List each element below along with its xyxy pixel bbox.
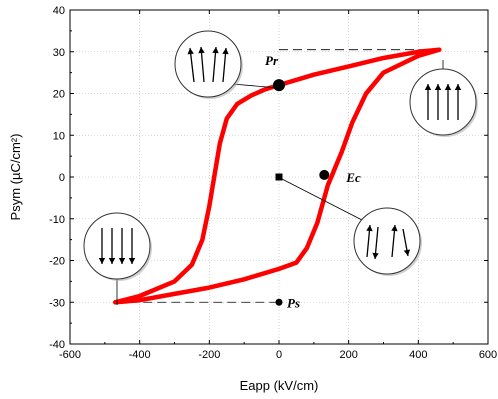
square-marker xyxy=(275,173,283,181)
y-tick-label: -40 xyxy=(49,339,65,351)
x-tick-label: -400 xyxy=(129,349,151,361)
dipole-arrowhead xyxy=(372,252,379,259)
dipole-arrowhead xyxy=(98,258,106,264)
dipole-arrowhead xyxy=(108,258,116,264)
annotations: Pr Ec Ps xyxy=(265,53,361,310)
dipole-arrowhead xyxy=(128,258,136,264)
inset-circle xyxy=(353,207,421,275)
y-tick-label: 40 xyxy=(53,5,65,17)
dipole-arrowhead xyxy=(403,249,411,256)
dipole-arrowhead xyxy=(366,225,373,232)
x-tick-label: -600 xyxy=(59,349,81,361)
point-marker xyxy=(273,79,285,92)
y-tick-label: 10 xyxy=(53,130,65,142)
point-marker xyxy=(319,169,330,180)
inset-pr xyxy=(174,30,243,99)
y-tick-label: -20 xyxy=(49,256,65,268)
inset-ec xyxy=(353,207,422,276)
leader-lines xyxy=(116,60,444,305)
dipole-arrowhead xyxy=(118,258,126,264)
axis-ticks: -600 -400 -200 0 200 400 600 40 30 20 10 0 -10 -20 -30… xyxy=(49,5,497,361)
inset-ps-positive xyxy=(409,68,478,137)
y-tick-label: -30 xyxy=(49,297,65,309)
x-tick-label: 0 xyxy=(276,349,282,361)
dipole-arrowhead xyxy=(424,84,432,90)
inset-ps-negative xyxy=(83,212,152,281)
series-line-ascending xyxy=(113,47,442,305)
hysteresis-loop xyxy=(113,47,442,305)
x-axis-label: Eapp (kV/cm) xyxy=(240,378,319,393)
y-tick-label: 20 xyxy=(53,89,65,101)
leader-line xyxy=(279,177,363,221)
dipole-arrowhead xyxy=(434,84,442,90)
dipole-arrowhead xyxy=(198,47,205,54)
x-tick-label: 400 xyxy=(409,349,427,361)
y-axis-label: Psym (µC/cm²) xyxy=(8,134,23,221)
inset-circle xyxy=(83,212,151,280)
y-tick-label: 30 xyxy=(53,47,65,59)
dashed-guides xyxy=(115,49,440,303)
y-tick-label: 0 xyxy=(59,172,65,184)
x-tick-label: 600 xyxy=(479,349,497,361)
y-tick-label: -10 xyxy=(49,214,65,226)
markers xyxy=(273,79,330,306)
dipole-arrowhead xyxy=(444,84,452,90)
leader-line xyxy=(231,83,280,89)
dipole-arrowhead xyxy=(212,47,219,54)
dipole-arrowhead xyxy=(222,48,229,55)
annotation-ps: Ps xyxy=(287,295,300,310)
inset-circle xyxy=(409,68,477,136)
insets xyxy=(83,30,478,281)
x-tick-label: 200 xyxy=(339,349,357,361)
inset-circle xyxy=(174,30,242,98)
x-tick-label: -200 xyxy=(198,349,220,361)
dipole-arrowhead xyxy=(187,48,194,55)
series-line-descending xyxy=(113,47,442,305)
dipole-arrowhead xyxy=(391,225,398,232)
dipole-arrowhead xyxy=(454,84,462,90)
point-marker xyxy=(275,298,283,306)
annotation-pr: Pr xyxy=(265,53,279,68)
annotation-ec: Ec xyxy=(345,170,361,185)
